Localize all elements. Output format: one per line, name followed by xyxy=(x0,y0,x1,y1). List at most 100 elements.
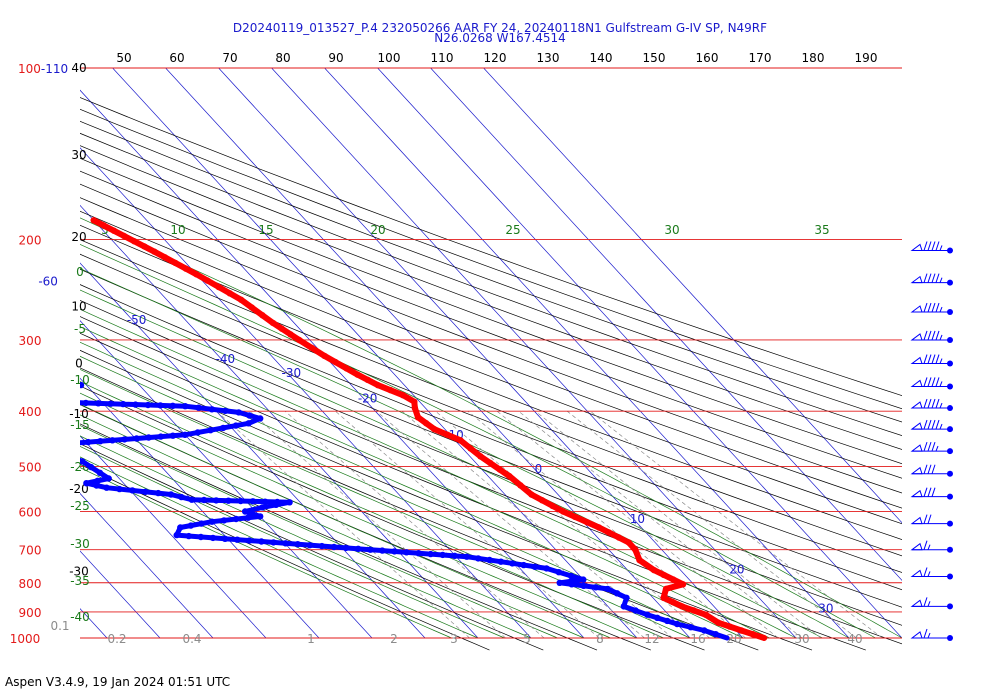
dewpoint-point xyxy=(11,391,17,397)
dewpoint-point xyxy=(8,397,14,403)
dewpoint-point xyxy=(83,480,90,487)
temperature-point xyxy=(444,431,451,438)
left-temp-label: -10 xyxy=(69,407,89,421)
dewpoint-point xyxy=(87,463,95,471)
top-scale-label: 120 xyxy=(484,51,507,65)
mixing-ratio-label: 0.2 xyxy=(107,632,126,646)
top-scale-label: 50 xyxy=(116,51,131,65)
temperature-point xyxy=(226,290,233,297)
wind-barb-flag xyxy=(910,542,923,551)
dewpoint-point xyxy=(85,438,92,446)
theta-label: 10 xyxy=(170,223,185,237)
dewpoint-point xyxy=(306,542,313,549)
mixing-ratio-label: 0.4 xyxy=(182,632,201,646)
temperature-point xyxy=(141,243,148,250)
wind-barb xyxy=(910,514,953,527)
dewpoint-point xyxy=(245,420,252,427)
theta-left-label: -40 xyxy=(70,610,90,624)
temperature-point xyxy=(414,414,422,421)
isotherm-label: -50 xyxy=(127,313,147,327)
top-scale-label: 140 xyxy=(590,51,613,65)
top-scale-label: 90 xyxy=(328,51,343,65)
moist-adiabat-line xyxy=(80,308,797,639)
temperature-point xyxy=(321,352,328,360)
dewpoint-point xyxy=(58,399,64,405)
dewpoint-point xyxy=(33,398,39,404)
top-scale-label: 130 xyxy=(537,51,560,65)
dewpoint-point xyxy=(220,517,228,524)
wind-barb-tick xyxy=(931,487,936,497)
mixing-ratio-label: 40 xyxy=(847,632,862,646)
wind-barb-tick xyxy=(923,540,928,550)
moist-adiabat-line xyxy=(80,392,638,639)
isotherm-line xyxy=(430,67,902,581)
moist-adiabat-line xyxy=(80,268,850,639)
pressure-label-900: 900 xyxy=(19,606,42,620)
temperature-point xyxy=(237,296,245,303)
dewpoint-point xyxy=(182,403,189,410)
dewpoint-point xyxy=(197,533,205,541)
top-scale-label: 110 xyxy=(431,51,454,65)
left-temp-label: 0 xyxy=(75,357,83,371)
pressure-label-800: 800 xyxy=(19,577,42,591)
temperature-point xyxy=(278,325,285,332)
dewpoint-point xyxy=(234,536,241,543)
mixing-ratio-label: 30 xyxy=(794,632,809,646)
dewpoint-point xyxy=(200,496,208,504)
mixing-ratio-label: 12 xyxy=(644,632,659,646)
isotherm-line xyxy=(80,204,479,639)
dry-adiabat-line xyxy=(80,385,705,651)
wind-barb xyxy=(910,398,953,412)
wind-barb xyxy=(910,540,953,553)
dewpoint-point xyxy=(103,484,110,491)
top-scale-label: 100 xyxy=(378,51,401,65)
moist-adiabat-line xyxy=(80,355,717,639)
temperature-point xyxy=(636,556,643,564)
dewpoint-point xyxy=(80,458,86,465)
dewpoint-point xyxy=(73,440,79,446)
dewpoint-point xyxy=(592,584,599,591)
wind-barb-half-tick xyxy=(939,334,943,341)
temperature-point xyxy=(287,331,294,338)
dewpoint-point xyxy=(220,424,227,432)
isotherm-line xyxy=(271,67,797,639)
wind-barb-tick xyxy=(923,241,928,251)
pressure-label-600: 600 xyxy=(19,506,42,520)
isotherm-line xyxy=(80,492,214,639)
dewpoint-point xyxy=(209,534,217,542)
mixing-ratio-label: 5 xyxy=(523,632,531,646)
dewpoint-point xyxy=(194,429,201,436)
temperature-point xyxy=(411,404,419,412)
chart-title: D20240119_013527_P.4 232050266 AAR FY 24… xyxy=(232,21,768,35)
dewpoint-point xyxy=(97,438,104,445)
temperature-point xyxy=(477,453,484,460)
wind-barb-tick xyxy=(923,354,928,364)
dewpoint-point xyxy=(188,496,195,503)
dry-adiabat-line xyxy=(80,332,866,651)
wind-barb-flag xyxy=(910,489,923,498)
temperature-point xyxy=(215,283,222,291)
dewpoint-point xyxy=(198,520,205,527)
wind-barb-tick xyxy=(931,302,936,313)
wind-barb-half-tick xyxy=(939,402,943,409)
temperature-point xyxy=(422,420,430,427)
dewpoint-point xyxy=(213,497,220,504)
dewpoint-point xyxy=(70,399,76,405)
wind-barb-flag xyxy=(910,379,923,387)
dewpoint-point xyxy=(701,627,708,634)
dewpoint-point xyxy=(225,497,232,504)
wind-barb-flag xyxy=(910,401,923,409)
dewpoint-point xyxy=(157,433,164,440)
dry-adiabat-line xyxy=(80,367,759,651)
wind-barb-tick xyxy=(931,241,936,251)
dewpoint-point xyxy=(568,581,575,588)
theta-label: 25 xyxy=(505,223,520,237)
temperature-point xyxy=(678,603,686,610)
temperature-point xyxy=(625,539,632,546)
theta-label: 30 xyxy=(664,223,679,237)
temperature-point xyxy=(605,529,613,536)
wind-barb-tick xyxy=(923,487,928,497)
left-temp-label: 20 xyxy=(71,230,86,244)
dewpoint-point xyxy=(270,539,277,546)
